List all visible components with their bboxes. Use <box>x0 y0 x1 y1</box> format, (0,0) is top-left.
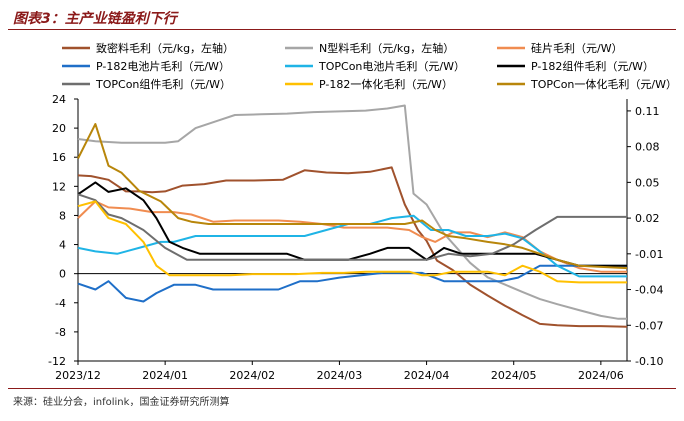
legend-label-7: P-182一体化毛利（元/W） <box>319 77 453 91</box>
legend-label-3: P-182电池片毛利（元/W） <box>96 60 230 73</box>
legend-label-4: TOPCon电池片毛利（元/W） <box>318 60 465 73</box>
y-right-tick-label: -0.10 <box>635 355 663 368</box>
series-line-8 <box>77 123 628 270</box>
legend: 致密料毛利（元/kg，左轴） N型料毛利（元/kg，左轴） 硅片毛利（元/W） P-1… <box>62 41 677 91</box>
y-left-tick-label: 12 <box>52 180 66 193</box>
series-line-2 <box>77 200 627 273</box>
y-right-tick-label: -0.01 <box>635 248 663 261</box>
legend-label-5: P-182组件毛利（元/W） <box>531 59 654 73</box>
x-tick-label: 2024/06 <box>578 369 624 382</box>
title-rule <box>8 29 676 30</box>
y-left-tick-label: 20 <box>52 122 66 135</box>
x-tick-label: 2023/12 <box>55 369 101 382</box>
series-line-6 <box>77 193 627 261</box>
x-tick-label: 2024/02 <box>229 369 275 382</box>
source-rule <box>8 388 676 389</box>
legend-label-6: TOPCon组件毛利（元/W） <box>95 77 231 91</box>
x-tick-label: 2024/01 <box>142 369 188 382</box>
y-right-tick-label: 0.08 <box>635 141 660 154</box>
series-line-0 <box>77 166 628 328</box>
legend-label-0: 致密料毛利（元/kg，左轴） <box>96 41 234 55</box>
y-left-tick-label: 16 <box>52 151 66 164</box>
y-left-tick-label: -12 <box>48 355 66 368</box>
x-tick-label: 2024/05 <box>491 369 537 382</box>
y-left-tick-label: 4 <box>59 239 66 252</box>
y-right-tick-label: 0.05 <box>635 176 660 189</box>
source-note: 来源：硅业分会，infolink，国金证券研究所测算 <box>13 397 230 408</box>
legend-label-2: 硅片毛利（元/W） <box>531 42 623 55</box>
y-left-tick-label: -4 <box>55 297 66 310</box>
y-right-tick-label: -0.07 <box>635 319 663 332</box>
y-left-tick-label: 24 <box>52 93 66 106</box>
x-tick-label: 2024/04 <box>404 369 450 382</box>
y-left-tick-label: 0 <box>59 268 66 281</box>
legend-label-1: N型料毛利（元/kg，左轴） <box>319 41 454 55</box>
y-right-tick-label: 0.02 <box>635 212 660 225</box>
chart-title: 图表3：主产业链盈利下行 <box>13 11 177 27</box>
y-right-tick-label: 0.11 <box>635 105 660 118</box>
axes: -12 -8 -4 0 4 8 12 16 20 24 -0.10 -0.07 -0.04 -0.01 0.… <box>48 93 663 382</box>
series-line-3 <box>77 264 627 303</box>
x-tick-label: 2024/03 <box>317 369 363 382</box>
series-line-7 <box>77 200 627 284</box>
legend-label-8: TOPCon一体化毛利（元/W） <box>530 77 677 91</box>
series-lines <box>77 104 628 328</box>
series-line-1 <box>77 104 627 320</box>
y-left-tick-label: 8 <box>59 209 66 222</box>
y-right-tick-label: -0.04 <box>635 284 663 297</box>
y-left-tick-label: -8 <box>55 326 66 339</box>
